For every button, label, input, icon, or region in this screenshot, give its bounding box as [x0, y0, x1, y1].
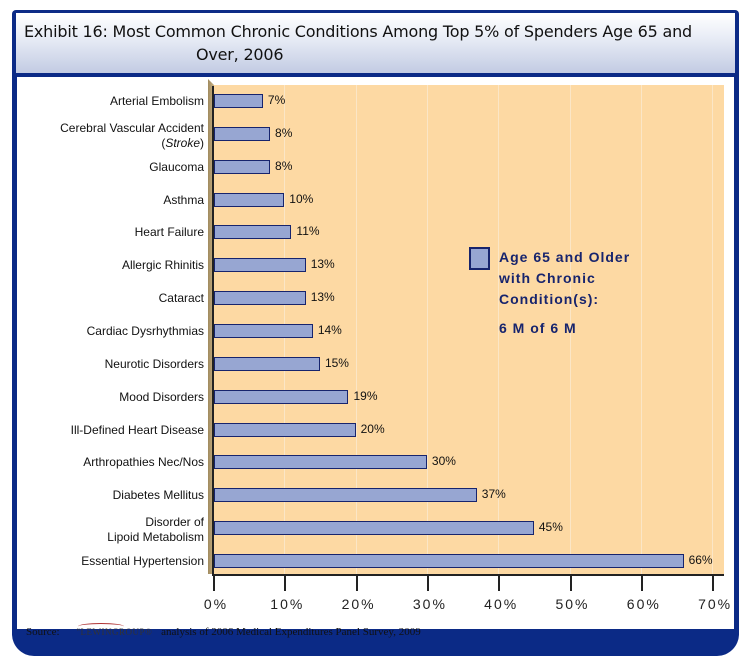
gridline: [712, 85, 714, 574]
bar: [214, 126, 271, 141]
category-label: Diabetes Mellitus: [112, 488, 204, 503]
bar-value-label: 45%: [538, 520, 563, 535]
category-label: Ill-Defined Heart Disease: [70, 422, 204, 437]
category-label: Arthropathies Nec/Nos: [83, 455, 204, 470]
bar: [214, 455, 427, 470]
bar: [214, 422, 356, 437]
category-label-line2: Lipoid Metabolism: [107, 530, 204, 545]
source-text: analysis of 2006 Medical Expenditures Pa…: [161, 626, 421, 638]
bar: [214, 192, 285, 207]
category-label: Cataract: [158, 291, 204, 306]
x-tick-label: 40%: [484, 596, 519, 612]
chart-title-line1: Exhibit 16: Most Common Chronic Conditio…: [24, 22, 693, 41]
bar: [214, 553, 684, 568]
bar-value-label: 14%: [317, 322, 342, 337]
category-label: Neurotic Disorders: [104, 356, 204, 371]
category-label-line2: (Stroke): [161, 135, 204, 150]
bar: [214, 323, 313, 338]
x-tick-mark: [213, 576, 215, 591]
category-label: Arterial Embolism: [109, 94, 204, 108]
bar-value-label: 15%: [324, 355, 349, 370]
bar: [214, 225, 292, 240]
x-tick-label: 50%: [555, 596, 590, 612]
category-label: Glaucoma: [149, 159, 204, 174]
bar: [214, 356, 320, 371]
gridline: [569, 85, 571, 574]
bar-value-label: 7%: [267, 93, 286, 107]
category-label: Allergic Rhinitis: [121, 258, 204, 273]
x-tick-label: 30%: [412, 596, 447, 612]
category-label: Cardiac Dysrhythmias: [86, 323, 204, 338]
stroke-italic: Stroke: [165, 135, 200, 150]
bar: [214, 488, 477, 503]
bar-value-label: 10%: [289, 191, 314, 206]
legend-line1: Age 65 and Older: [499, 249, 631, 265]
category-label: Heart Failure: [134, 225, 204, 240]
bar: [214, 291, 306, 306]
gridline: [640, 85, 642, 574]
legend-line2: with Chronic: [499, 270, 596, 286]
source-label: Source:: [26, 626, 60, 638]
bar-value-label: 8%: [275, 125, 293, 140]
legend-line3: Condition(s):: [499, 291, 600, 307]
x-tick-mark: [569, 576, 572, 591]
bar-value-label: 13%: [310, 257, 335, 272]
bar-value-label: 66%: [688, 552, 713, 567]
x-tick-label: 70%: [698, 596, 733, 612]
bar-value-label: 13%: [310, 290, 335, 305]
category-label: Mood Disorders: [119, 389, 204, 404]
lewin-group-logo: "LEWINGROUP®: [76, 627, 153, 637]
legend-swatch: [469, 247, 490, 270]
bar-value-label: 30%: [431, 454, 456, 469]
gridline: [355, 85, 357, 574]
x-tick-mark: [355, 576, 358, 591]
chart-title-line2: Over, 2006: [196, 45, 284, 64]
category-label: Disorder of: [145, 515, 204, 530]
x-tick-mark: [284, 576, 287, 591]
axis-depth-wall: [208, 79, 214, 574]
x-tick-mark: [712, 576, 715, 591]
bar-value-label: 37%: [481, 487, 506, 502]
bar: [214, 159, 271, 174]
bar-value-label: 20%: [360, 421, 385, 436]
bar: [214, 258, 306, 273]
x-tick-label: 0%: [203, 596, 229, 612]
source-note: Source: "LEWINGROUP® analysis of 2006 Me…: [26, 626, 421, 638]
x-tick-label: 10%: [270, 596, 305, 612]
category-label: Essential Hypertension: [81, 553, 204, 568]
bar: [214, 389, 349, 404]
category-label: Cerebral Vascular Accident: [60, 120, 204, 135]
x-tick-mark: [640, 576, 643, 591]
bar-value-label: 11%: [296, 224, 320, 239]
gridline: [498, 85, 500, 574]
gridline: [426, 85, 428, 574]
x-tick-mark: [498, 576, 501, 591]
bar: [214, 94, 263, 108]
bar: [214, 521, 534, 536]
y-axis-line: [212, 86, 214, 576]
x-tick-label: 20%: [341, 596, 376, 612]
bar-value-label: 8%: [275, 158, 293, 173]
bar-value-label: 19%: [353, 388, 378, 403]
x-tick-mark: [426, 576, 429, 591]
x-axis-line: [212, 574, 724, 576]
title-band: Exhibit 16: Most Common Chronic Conditio…: [16, 13, 735, 73]
legend-line4: 6 M of 6 M: [499, 320, 577, 336]
category-label: Asthma: [163, 192, 204, 207]
x-tick-label: 60%: [626, 596, 661, 612]
